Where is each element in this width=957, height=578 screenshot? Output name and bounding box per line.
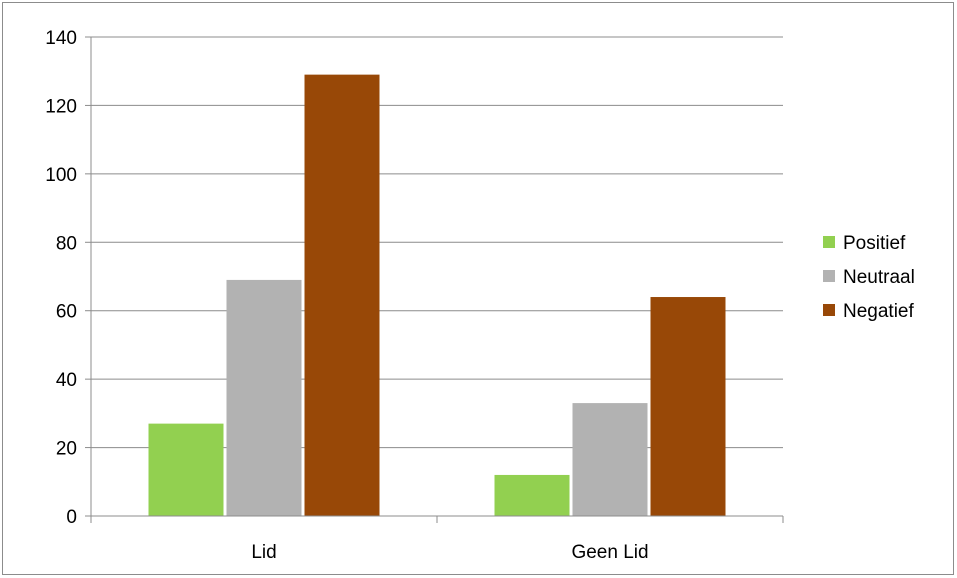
y-tick-labels: 0 20 40 60 80 100 120 140 bbox=[45, 28, 77, 528]
bar-negatief-geen-lid bbox=[650, 297, 726, 516]
bars bbox=[148, 74, 726, 516]
y-tick-label: 120 bbox=[45, 96, 77, 117]
bar-positief-geen-lid bbox=[494, 474, 570, 516]
legend-label-positief: Positief bbox=[843, 233, 906, 254]
bar-negatief-lid bbox=[304, 74, 380, 516]
y-tick-label: 60 bbox=[56, 302, 77, 323]
legend-swatch-positief bbox=[823, 236, 835, 248]
y-tick-label: 0 bbox=[66, 507, 77, 528]
y-tick-label: 20 bbox=[56, 439, 77, 460]
y-tick-label: 140 bbox=[45, 28, 77, 49]
gridlines bbox=[91, 36, 783, 449]
x-tick-label: Geen Lid bbox=[571, 542, 648, 563]
y-tick-label: 40 bbox=[56, 370, 77, 391]
x-tick-labels: Lid Geen Lid bbox=[251, 542, 648, 563]
bar-neutraal-geen-lid bbox=[572, 403, 648, 516]
x-tick-label: Lid bbox=[251, 542, 276, 563]
bar-chart: 0 20 40 60 80 100 120 140 Lid Geen Lid Positief N… bbox=[45, 28, 915, 563]
y-tick-label: 80 bbox=[56, 233, 77, 254]
bar-positief-lid bbox=[148, 423, 224, 516]
legend-swatch-neutraal bbox=[823, 270, 835, 282]
legend-swatch-negatief bbox=[823, 304, 835, 316]
y-tick-label: 100 bbox=[45, 165, 77, 186]
legend-label-neutraal: Neutraal bbox=[843, 267, 915, 288]
axes bbox=[85, 36, 784, 523]
legend: Positief Neutraal Negatief bbox=[823, 233, 915, 322]
legend-label-negatief: Negatief bbox=[843, 301, 914, 322]
bar-neutraal-lid bbox=[226, 279, 302, 516]
